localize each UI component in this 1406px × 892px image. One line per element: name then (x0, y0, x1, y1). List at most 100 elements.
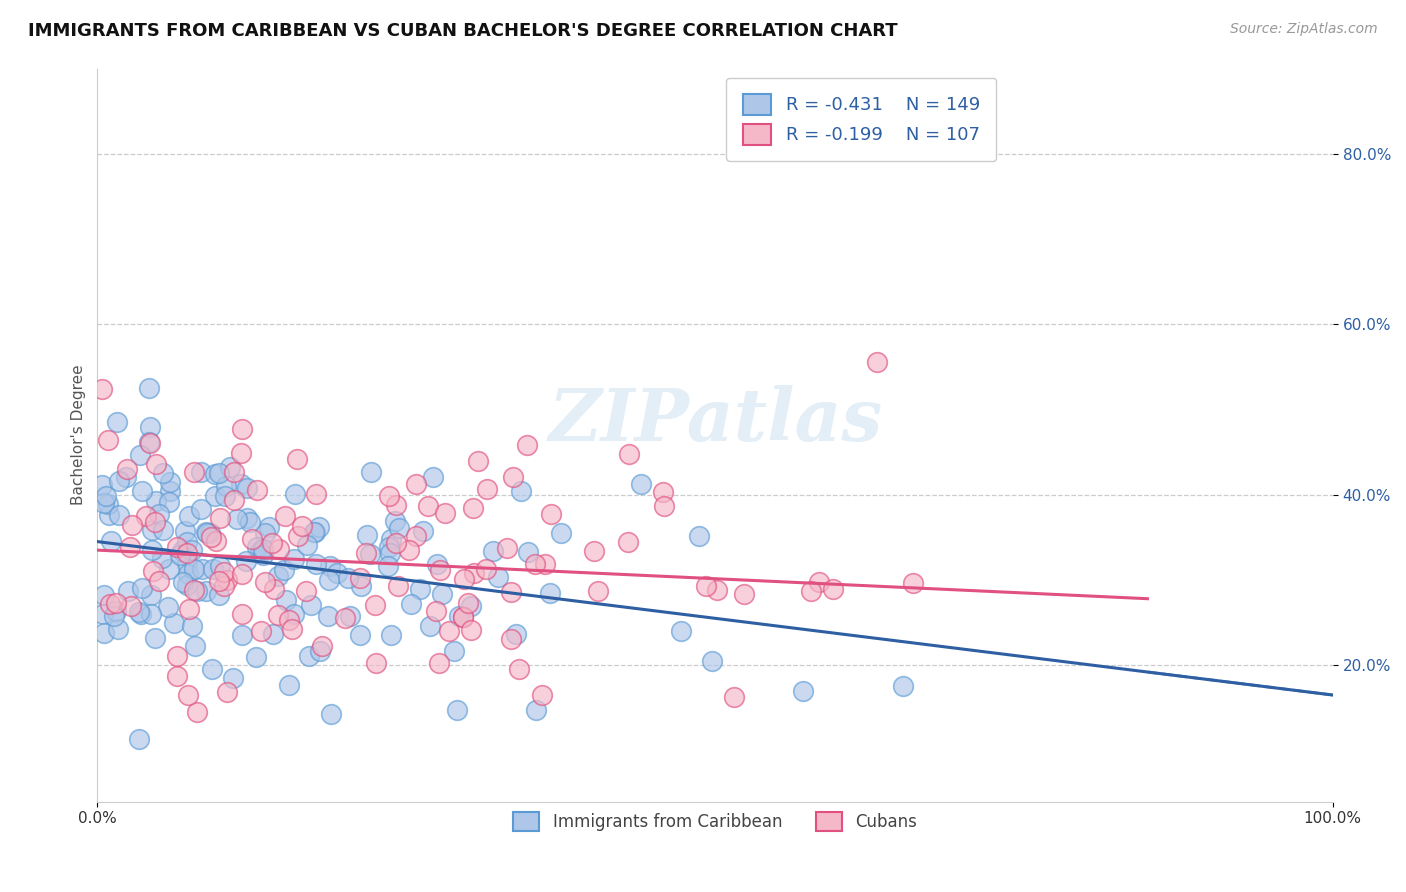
Point (174, 524, 197, 538)
Point (706, 582, 728, 597)
Point (298, 649, 321, 664)
Point (278, 613, 301, 627)
Point (148, 574, 170, 588)
Point (364, 598, 387, 612)
Point (285, 451, 308, 466)
Point (733, 587, 755, 601)
Point (516, 545, 538, 559)
Point (177, 567, 200, 582)
Point (128, 605, 150, 619)
Point (105, 597, 128, 611)
Point (225, 512, 247, 526)
Point (695, 579, 717, 593)
Point (630, 477, 652, 491)
Legend: Immigrants from Caribbean, Cubans: Immigrants from Caribbean, Cubans (499, 798, 931, 845)
Point (297, 538, 319, 552)
Point (138, 380, 160, 394)
Point (652, 485, 675, 500)
Point (184, 639, 207, 653)
Point (377, 559, 399, 574)
Point (117, 583, 139, 598)
Point (422, 470, 444, 484)
Point (453, 609, 475, 624)
Point (451, 610, 474, 624)
Point (538, 586, 561, 600)
Point (253, 575, 276, 590)
Point (339, 609, 361, 624)
Point (426, 558, 449, 572)
Point (354, 546, 377, 560)
Point (177, 688, 200, 702)
Point (93, 625, 115, 640)
Point (250, 624, 273, 639)
Point (260, 536, 283, 550)
Point (166, 648, 188, 663)
Point (505, 627, 527, 641)
Point (792, 684, 814, 698)
Point (586, 583, 609, 598)
Point (321, 707, 343, 722)
Point (157, 599, 180, 614)
Point (120, 599, 142, 613)
Point (350, 579, 373, 593)
Point (97, 497, 120, 511)
Point (449, 608, 471, 623)
Point (195, 524, 218, 539)
Point (157, 494, 180, 508)
Point (276, 592, 298, 607)
Point (309, 644, 332, 658)
Point (201, 662, 224, 676)
Point (98, 508, 121, 522)
Point (823, 582, 845, 597)
Point (337, 571, 360, 585)
Point (257, 519, 280, 533)
Point (166, 669, 188, 683)
Point (475, 483, 498, 497)
Point (530, 688, 553, 702)
Point (430, 586, 453, 600)
Point (384, 514, 406, 528)
Point (418, 499, 440, 513)
Point (135, 509, 157, 524)
Point (105, 415, 128, 429)
Point (437, 624, 460, 638)
Point (131, 607, 153, 622)
Point (236, 511, 259, 525)
Point (398, 542, 420, 557)
Point (688, 528, 710, 542)
Point (540, 508, 562, 522)
Point (419, 618, 441, 632)
Point (508, 662, 530, 676)
Point (318, 608, 340, 623)
Point (105, 604, 128, 618)
Point (107, 622, 129, 636)
Point (583, 543, 606, 558)
Point (356, 527, 378, 541)
Point (891, 679, 914, 693)
Point (453, 572, 475, 586)
Point (446, 703, 468, 717)
Point (172, 575, 194, 590)
Point (409, 582, 432, 597)
Point (103, 609, 125, 624)
Point (425, 603, 447, 617)
Point (208, 511, 231, 525)
Point (429, 563, 451, 577)
Point (191, 562, 214, 576)
Point (295, 584, 318, 599)
Point (652, 499, 675, 513)
Point (139, 588, 162, 602)
Point (131, 483, 153, 498)
Point (246, 483, 269, 498)
Point (159, 483, 181, 498)
Point (176, 577, 198, 591)
Point (229, 445, 252, 459)
Point (159, 475, 181, 489)
Point (190, 465, 212, 479)
Point (550, 526, 572, 541)
Point (283, 607, 305, 621)
Point (93, 607, 115, 621)
Point (121, 518, 143, 533)
Point (319, 559, 342, 574)
Point (115, 469, 138, 483)
